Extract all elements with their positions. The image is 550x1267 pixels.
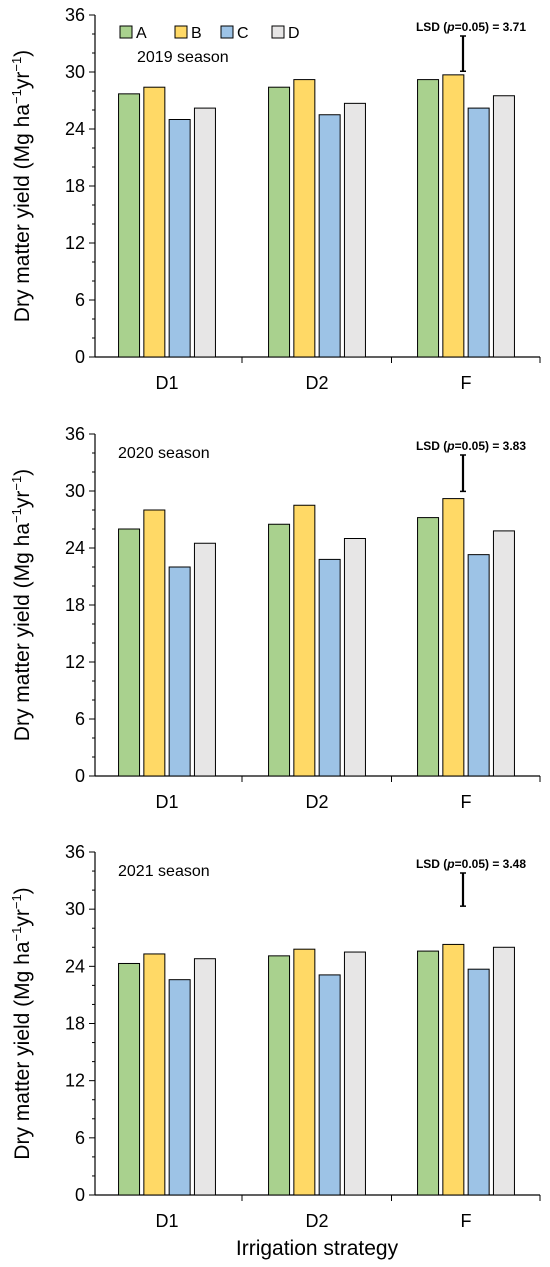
y-tick-label: 30 [65, 62, 85, 82]
bar-A-D2 [268, 523, 291, 777]
lsd-label: LSD (p=0.05) = 3.48 [416, 857, 526, 871]
bar-A-D2 [268, 86, 291, 358]
x-tick-label: D2 [305, 1211, 328, 1231]
bar-B-F [442, 498, 465, 777]
bar-C-D1 [168, 119, 191, 358]
bar-A-D1 [118, 962, 141, 1196]
y-tick-label: 18 [65, 176, 85, 196]
bar-C-F [467, 968, 490, 1196]
lsd-label: LSD (p=0.05) = 3.83 [416, 439, 526, 453]
bar-A-D2 [268, 955, 291, 1196]
bar-B-D2 [293, 79, 316, 358]
bar-C-D2 [318, 974, 341, 1196]
y-tick-label: 12 [65, 1071, 85, 1091]
x-tick-label: D1 [155, 1211, 178, 1231]
bar-B-D1 [143, 86, 166, 358]
bar-D-D1 [193, 107, 216, 358]
legend-swatch-A [119, 25, 133, 39]
x-tick-label: F [461, 792, 472, 812]
bar-C-F [467, 107, 490, 358]
y-tick-label: 6 [75, 709, 85, 729]
season-label: 2020 season [118, 445, 210, 462]
bar-D-F [492, 95, 515, 358]
legend-swatch-C [220, 25, 234, 39]
x-tick-label: D2 [305, 792, 328, 812]
x-tick-label: D1 [155, 373, 178, 393]
bar-C-D2 [318, 558, 341, 777]
bar-B-F [442, 74, 465, 358]
y-tick-label: 30 [65, 481, 85, 501]
y-tick-label: 0 [75, 1185, 85, 1205]
y-tick-label: 24 [65, 119, 85, 139]
y-axis-title: Dry matter yield (Mg ha−1yr−1) [9, 50, 34, 322]
y-axis-title: Dry matter yield (Mg ha−1yr−1) [9, 469, 34, 741]
bar-B-D2 [293, 948, 316, 1196]
legend-swatch-D [271, 25, 285, 39]
y-tick-label: 18 [65, 1014, 85, 1034]
bar-B-F [442, 943, 465, 1196]
bar-C-F [467, 554, 490, 777]
bar-A-F [417, 79, 440, 358]
legend-swatch-B [174, 25, 188, 39]
lsd-label: LSD (p=0.05) = 3.71 [416, 20, 526, 34]
y-tick-label: 12 [65, 652, 85, 672]
bar-C-D1 [168, 566, 191, 777]
x-tick-label: F [461, 1211, 472, 1231]
bar-D-F [492, 946, 515, 1196]
legend-label-D: D [288, 25, 300, 42]
y-tick-label: 36 [65, 842, 85, 862]
y-tick-label: 12 [65, 233, 85, 253]
season-label: 2021 season [118, 863, 210, 880]
bar-A-D1 [118, 528, 141, 777]
chart-panel-1: 0 6 12 18 24 30 36 D1 D2 F 2019 season LSD (p=0.05)… [9, 5, 541, 393]
bar-D-D1 [193, 542, 216, 777]
y-tick-label: 24 [65, 538, 85, 558]
bar-D-D2 [343, 951, 366, 1196]
y-tick-label: 0 [75, 766, 85, 786]
bar-C-D1 [168, 979, 191, 1196]
bar-C-D2 [318, 114, 341, 358]
legend-label-C: C [237, 25, 249, 42]
x-tick-label: F [461, 373, 472, 393]
y-tick-label: 6 [75, 1128, 85, 1148]
bar-A-D1 [118, 93, 141, 358]
chart-panel-2: 0 6 12 18 24 30 36 D1 D2 F 2020 season LSD (p=0.05)… [9, 424, 541, 812]
y-tick-label: 24 [65, 956, 85, 976]
bar-A-F [417, 517, 440, 777]
chart-panel-3: 0 6 12 18 24 30 36 D1 D2 F 2021 season LSD (p=0.05)… [9, 842, 541, 1231]
bar-B-D1 [143, 509, 166, 777]
x-axis-title: Irrigation strategy [236, 1237, 399, 1260]
legend: A B C D [119, 25, 300, 42]
y-axis-title: Dry matter yield (Mg ha−1yr−1) [9, 887, 34, 1159]
y-tick-label: 18 [65, 595, 85, 615]
bar-D-D1 [193, 958, 216, 1196]
legend-label-A: A [136, 25, 147, 42]
season-label: 2019 season [137, 49, 229, 66]
bar-A-F [417, 950, 440, 1196]
bar-D-D2 [343, 538, 366, 777]
y-tick-label: 0 [75, 347, 85, 367]
legend-label-B: B [191, 25, 202, 42]
bar-D-F [492, 530, 515, 777]
bar-B-D2 [293, 504, 316, 777]
y-tick-label: 36 [65, 5, 85, 25]
y-tick-label: 36 [65, 424, 85, 444]
y-tick-label: 30 [65, 899, 85, 919]
x-tick-label: D2 [305, 373, 328, 393]
y-tick-label: 6 [75, 290, 85, 310]
bar-D-D2 [343, 102, 366, 358]
bar-B-D1 [143, 953, 166, 1196]
x-tick-label: D1 [155, 792, 178, 812]
